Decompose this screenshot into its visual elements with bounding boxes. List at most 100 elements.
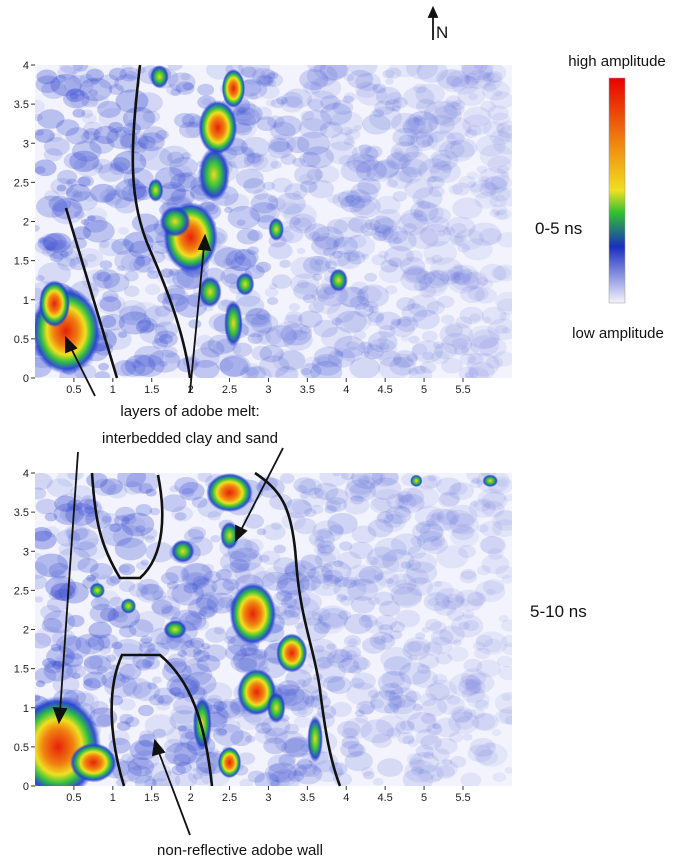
texture [227, 160, 237, 167]
texture [397, 493, 425, 513]
texture [237, 106, 247, 114]
texture [262, 181, 276, 191]
texture [175, 81, 195, 95]
texture [394, 505, 411, 518]
texture [462, 733, 473, 741]
texture [302, 293, 317, 304]
texture [70, 93, 91, 109]
texture [278, 350, 306, 370]
texture [188, 767, 214, 786]
texture [487, 155, 512, 174]
texture [193, 650, 211, 663]
texture [102, 194, 114, 203]
texture [464, 372, 474, 378]
texture [383, 656, 411, 676]
texture [458, 545, 476, 559]
texture [432, 673, 448, 685]
texture [491, 729, 502, 736]
texture [459, 306, 484, 325]
texture [349, 356, 381, 378]
texture [404, 759, 436, 783]
anomaly [198, 100, 238, 155]
texture [389, 621, 406, 633]
texture [462, 610, 475, 619]
texture [455, 595, 466, 604]
texture [501, 634, 512, 648]
texture [291, 500, 312, 515]
texture [48, 589, 63, 601]
texture [373, 574, 383, 581]
texture [121, 240, 130, 247]
x-tick-label: 3 [265, 792, 271, 804]
x-tick-label: 4.5 [378, 792, 393, 804]
texture [426, 580, 454, 601]
texture [277, 571, 310, 596]
texture [375, 86, 402, 106]
texture [359, 146, 380, 161]
anomaly [220, 521, 239, 550]
anomaly [307, 715, 323, 763]
texture [392, 191, 408, 202]
texture [405, 111, 439, 135]
texture [56, 169, 78, 185]
texture [484, 176, 507, 193]
texture [411, 766, 424, 776]
texture [385, 505, 412, 525]
texture [474, 65, 484, 70]
x-tick-label: 1 [110, 792, 116, 804]
texture [279, 202, 302, 219]
texture [284, 498, 313, 519]
texture [138, 641, 156, 654]
texture [399, 662, 431, 685]
texture [35, 574, 48, 590]
texture [496, 122, 511, 134]
texture [240, 66, 257, 78]
texture [254, 727, 278, 745]
texture [405, 249, 423, 263]
texture [86, 574, 96, 582]
anomaly [206, 473, 253, 513]
texture [230, 256, 252, 272]
texture [111, 238, 135, 255]
texture [468, 93, 479, 101]
texture [143, 305, 175, 328]
texture [390, 141, 420, 162]
texture [132, 652, 155, 669]
texture [191, 496, 208, 508]
texture [297, 579, 317, 593]
texture [248, 92, 259, 100]
texture [283, 736, 314, 758]
texture [476, 749, 499, 765]
texture [35, 129, 44, 136]
annotation: interbedded clay and sand [102, 430, 278, 447]
texture [421, 139, 431, 146]
texture [132, 681, 160, 702]
texture [486, 70, 503, 83]
texture [90, 572, 100, 579]
texture [340, 595, 354, 606]
texture [264, 763, 291, 783]
texture [182, 563, 212, 585]
texture [311, 236, 339, 256]
texture [92, 268, 121, 289]
texture [469, 500, 479, 507]
texture [467, 181, 477, 188]
texture [169, 485, 179, 493]
texture [413, 83, 427, 94]
texture [118, 698, 136, 711]
texture [136, 561, 149, 571]
texture [458, 621, 470, 630]
texture [96, 714, 114, 727]
texture [418, 764, 444, 784]
texture [408, 335, 420, 344]
texture [168, 268, 180, 276]
anomaly [150, 65, 169, 89]
texture [158, 360, 168, 367]
texture [422, 351, 435, 361]
texture [491, 112, 511, 126]
texture [58, 581, 89, 604]
texture [405, 561, 438, 584]
texture [358, 704, 374, 715]
texture [89, 183, 117, 203]
texture [115, 89, 149, 113]
